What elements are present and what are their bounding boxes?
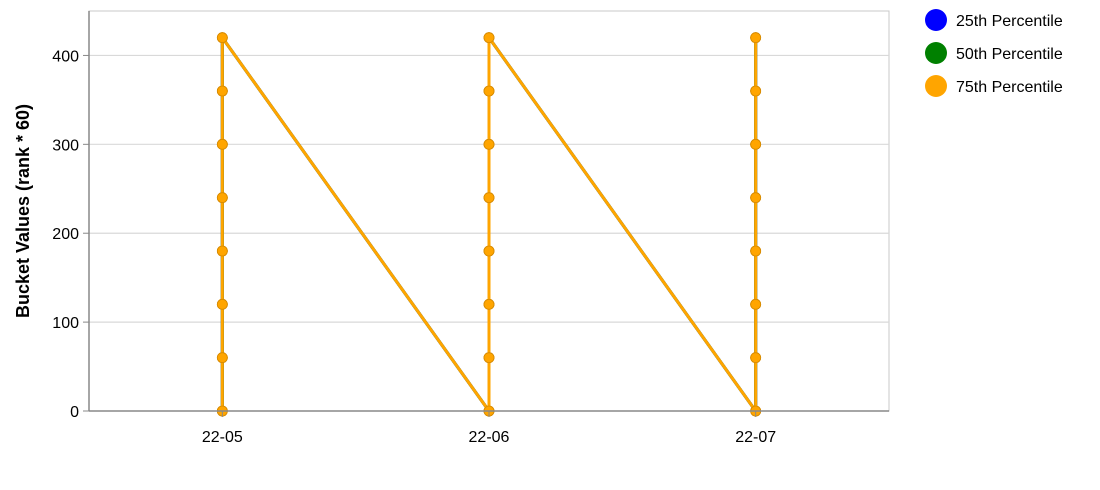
- y-axis-ticks: 0 100 200 300 400: [52, 48, 89, 421]
- data-point: [216, 298, 228, 310]
- legend-label: 25th Percentile: [956, 13, 1063, 30]
- data-point: [483, 352, 495, 364]
- data-point: [216, 352, 228, 364]
- legend-label: 50th Percentile: [956, 46, 1063, 63]
- data-point: [216, 138, 228, 150]
- data-point: [483, 245, 495, 257]
- data-point: [483, 138, 495, 150]
- data-point: [750, 245, 762, 257]
- data-point: [216, 32, 228, 44]
- legend-item[interactable]: 75th Percentile: [925, 75, 1063, 97]
- data-point: [216, 85, 228, 97]
- data-point: [750, 352, 762, 364]
- y-tick-label: 300: [52, 137, 79, 154]
- x-axis-ticks: 22-05 22-06 22-07: [202, 411, 776, 446]
- data-point: [750, 32, 762, 44]
- data-point: [750, 192, 762, 204]
- legend-item[interactable]: 50th Percentile: [925, 42, 1063, 64]
- data-point: [750, 138, 762, 150]
- legend-item[interactable]: 25th Percentile: [925, 9, 1063, 31]
- legend-label: 75th Percentile: [956, 79, 1063, 96]
- legend-swatch: [925, 9, 947, 31]
- y-tick-label: 0: [70, 404, 79, 421]
- y-tick-label: 400: [52, 48, 79, 65]
- series-line: [220, 36, 758, 413]
- x-tick-label: 22-06: [469, 429, 510, 446]
- data-point: [750, 298, 762, 310]
- data-point: [750, 85, 762, 97]
- data-point: [483, 85, 495, 97]
- data-point: [216, 245, 228, 257]
- y-axis-title: Bucket Values (rank * 60): [13, 104, 33, 318]
- series-group: [216, 32, 762, 417]
- data-point: [483, 298, 495, 310]
- x-tick-label: 22-05: [202, 429, 243, 446]
- series-layer: [216, 32, 762, 417]
- legend-swatch: [925, 42, 947, 64]
- legend-swatch: [925, 75, 947, 97]
- legend: 25th Percentile 50th Percentile 75th Perce…: [925, 9, 1063, 97]
- data-point: [216, 192, 228, 204]
- x-tick-label: 22-07: [735, 429, 776, 446]
- data-point: [483, 192, 495, 204]
- data-point: [483, 32, 495, 44]
- y-tick-label: 200: [52, 226, 79, 243]
- y-tick-label: 100: [52, 315, 79, 332]
